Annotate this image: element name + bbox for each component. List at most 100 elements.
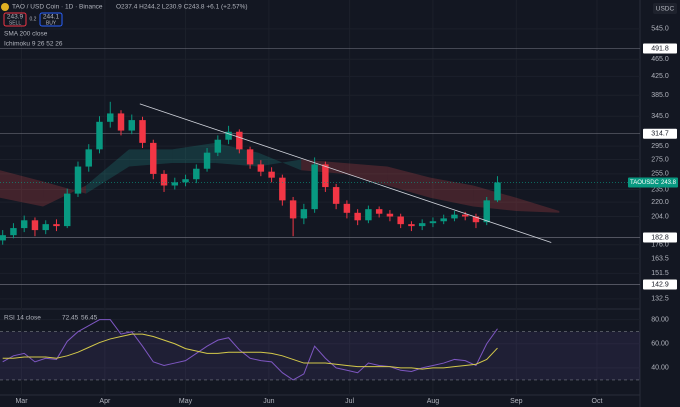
level-label: 142.9 (651, 281, 669, 288)
y-tick-label: 176.0 (651, 242, 669, 249)
candle-body (311, 164, 318, 210)
rsi-title: RSI 14 close (4, 315, 41, 322)
y-tick-label: 545.0 (651, 26, 669, 33)
x-tick-label: Apr (99, 398, 111, 405)
candle-body (85, 149, 92, 167)
level-label-bg (643, 128, 677, 139)
candle-body (322, 164, 329, 188)
y-tick-label: 204.0 (651, 213, 669, 220)
last-price-name: TAOUSDC (630, 180, 660, 186)
x-tick-label: Jun (263, 398, 274, 405)
candle-body (354, 212, 361, 221)
y-tick-label: 425.0 (651, 73, 669, 80)
chart-title: TAO / USD Coin · 1D · Binance (12, 4, 103, 11)
candle-body (386, 213, 394, 217)
candle-body (257, 164, 265, 172)
x-tick-label: Jul (345, 398, 354, 405)
candle-body (160, 173, 168, 186)
candle-body (440, 218, 447, 222)
candle-body (171, 182, 179, 186)
y-tick-label: 40.00 (651, 365, 669, 372)
candle-body (74, 166, 82, 194)
candle-body (53, 224, 60, 227)
candle-body (203, 152, 211, 169)
candle-body (472, 216, 480, 223)
y-tick-label: 295.0 (651, 143, 669, 150)
buy-label: BUY (46, 20, 57, 26)
sell-button[interactable] (3, 12, 27, 27)
rsi-line (2, 319, 498, 381)
x-tick-label: Oct (592, 398, 603, 405)
candle-body (397, 216, 404, 225)
candle-body (96, 121, 103, 150)
last-price-value: 243.8 (661, 180, 677, 186)
ichimoku-cloud (258, 152, 302, 171)
y-tick-label: 220.0 (651, 199, 669, 206)
rsi-band (0, 331, 640, 380)
candle-body (300, 209, 308, 219)
candle-body (343, 203, 351, 213)
y-tick-label: 255.0 (651, 171, 669, 178)
x-tick-label: May (179, 398, 193, 405)
ichimoku-cloud (344, 162, 388, 186)
level-label: 491.8 (651, 45, 669, 52)
currency-button[interactable] (653, 3, 677, 14)
currency: USDC (656, 6, 675, 13)
symbol-icon (1, 3, 9, 11)
candle-body (20, 220, 28, 229)
buy-button[interactable] (39, 12, 63, 27)
candle-body (225, 131, 232, 140)
sell-price: 243.9 (7, 14, 24, 21)
ichimoku-cloud (516, 197, 560, 213)
candle-body (10, 228, 17, 236)
candle-body (483, 200, 490, 223)
candle-body (64, 193, 71, 227)
candle-body (246, 149, 254, 165)
candle-body (494, 182, 501, 201)
ichimoku-cloud (430, 177, 474, 207)
candle-body (0, 235, 6, 241)
sell-label: SELL (9, 20, 21, 26)
last-price-bg (628, 177, 678, 188)
x-tick-label: Sep (510, 398, 523, 405)
level-label-bg (643, 43, 677, 54)
candle-body (117, 113, 125, 131)
y-tick-label: 163.5 (651, 256, 669, 263)
candle-body (451, 214, 458, 219)
level-label-bg (643, 279, 677, 290)
candle-body (107, 113, 114, 122)
spread: 0.2 (30, 16, 37, 22)
x-tick-label: Mar (15, 398, 28, 405)
candle-body (408, 224, 415, 227)
rsi-ma-value: 56.45 (81, 315, 98, 322)
candle-body (139, 120, 146, 143)
candle-body (214, 139, 222, 153)
candle-body (375, 209, 383, 214)
y-tick-label: 151.5 (651, 270, 669, 277)
y-tick-label: 132.5 (651, 296, 669, 303)
candle-body (418, 223, 426, 227)
candle-body (461, 214, 469, 217)
trendline (139, 103, 552, 243)
candle-body (236, 131, 243, 150)
ohlc-label: O237.4 H244.2 L230.9 C243.8 +6.1 (+2.57%… (116, 4, 248, 11)
candle-body (268, 171, 275, 178)
y-tick-label: 465.0 (651, 56, 669, 63)
candle-body (193, 168, 200, 180)
y-tick-label: 275.0 (651, 156, 669, 163)
candle-body (289, 200, 297, 219)
candle-body (182, 179, 189, 183)
x-tick-label: Aug (427, 398, 440, 405)
y-tick-label: 235.0 (651, 186, 669, 193)
candle-body (365, 209, 372, 221)
level-label: 182.8 (651, 234, 669, 241)
level-label-bg (643, 232, 677, 243)
y-tick-label: 80.00 (651, 316, 669, 323)
candle-body (150, 142, 157, 174)
candle-body (128, 120, 135, 131)
rsi-line (2, 333, 498, 370)
rsi-value: 72.45 (62, 315, 79, 322)
candle-body (31, 220, 39, 231)
indicator-label: Ichimoku 9 26 52 26 (4, 41, 63, 48)
